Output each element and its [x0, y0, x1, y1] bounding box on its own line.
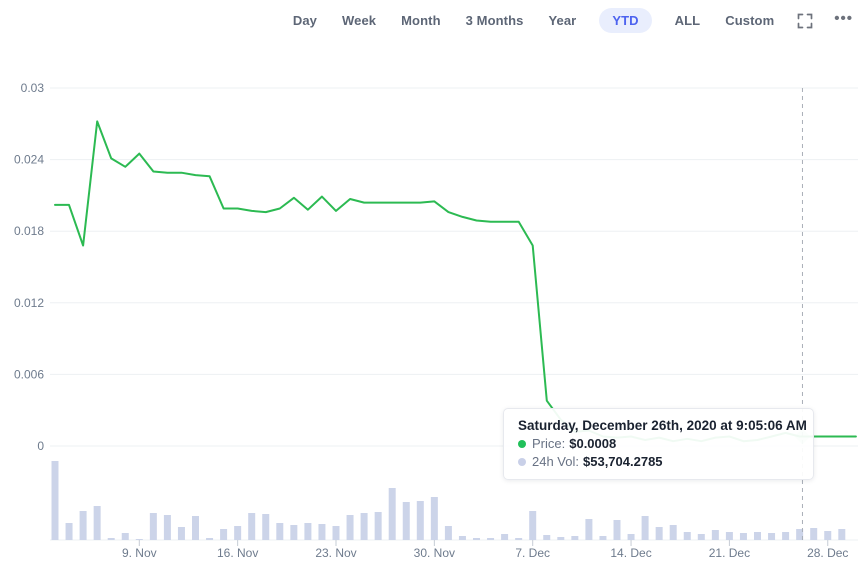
volume-bar	[149, 513, 157, 540]
more-options-icon[interactable]: •••	[834, 10, 853, 27]
x-axis-label: 14. Dec	[610, 546, 651, 560]
volume-bar	[711, 530, 719, 540]
range-button-all[interactable]: ALL	[674, 13, 701, 28]
volume-bar	[93, 506, 101, 540]
volume-bar	[782, 532, 790, 540]
volume-bar	[725, 532, 733, 540]
y-axis-label: 0.024	[14, 153, 44, 167]
range-button-ytd[interactable]: YTD	[599, 8, 652, 33]
volume-bar	[515, 538, 523, 540]
volume-bar	[346, 515, 354, 540]
volume-bar	[374, 512, 382, 540]
volume-bar	[360, 513, 368, 540]
volume-bar	[276, 523, 284, 540]
x-axis-label: 21. Dec	[709, 546, 750, 560]
chart-tooltip: Saturday, December 26th, 2020 at 9:05:06…	[503, 408, 814, 480]
tooltip-row-value: $53,704.2785	[583, 454, 663, 469]
y-axis-label: 0.012	[14, 296, 44, 310]
volume-bar	[388, 488, 396, 540]
x-axis-label: 16. Nov	[217, 546, 258, 560]
volume-bar	[135, 539, 143, 540]
range-button-custom[interactable]: Custom	[725, 13, 775, 28]
volume-bar	[430, 497, 438, 540]
volume-bar	[529, 511, 537, 540]
volume-bar	[318, 524, 326, 540]
volume-bar	[543, 535, 551, 540]
volume-bar	[796, 529, 804, 540]
series-dot-icon	[518, 439, 526, 448]
x-axis-label: 9. Nov	[122, 546, 157, 560]
tooltip-row-value: $0.0008	[569, 436, 617, 451]
volume-bar	[121, 533, 129, 540]
volume-bar	[220, 529, 228, 540]
volume-bar	[332, 526, 340, 540]
volume-bar	[754, 532, 761, 540]
volume-bar	[192, 516, 199, 540]
volume-bar	[627, 534, 635, 540]
price-line	[54, 120, 857, 443]
volume-bar	[585, 519, 593, 540]
volume-bar	[571, 536, 579, 540]
time-range-toolbar: Day Week Month 3 Months Year YTD ALL Custom •••	[291, 8, 853, 33]
volume-bar	[51, 461, 59, 540]
volume-bar	[838, 529, 846, 540]
volume-bar	[402, 502, 410, 540]
volume-bar	[177, 527, 185, 540]
volume-bar	[65, 523, 73, 540]
volume-bar	[697, 534, 705, 540]
volume-bar	[487, 538, 495, 540]
range-button-year[interactable]: Year	[548, 13, 577, 28]
range-button-week[interactable]: Week	[341, 13, 377, 28]
y-axis-label: 0.006	[14, 367, 44, 381]
x-axis-label: 23. Nov	[315, 546, 356, 560]
volume-bar	[669, 525, 677, 540]
x-axis-label: 7. Dec	[515, 546, 550, 560]
volume-bar	[290, 525, 298, 540]
volume-bar	[79, 511, 87, 540]
tooltip-row: 24h Vol: $53,704.2785	[518, 454, 799, 469]
volume-bar	[641, 516, 649, 540]
range-button-month[interactable]: Month	[401, 13, 441, 28]
tooltip-date: Saturday, December 26th, 2020 at 9:05:06…	[518, 418, 807, 433]
volume-bar	[206, 538, 214, 540]
range-button-day[interactable]: Day	[292, 13, 317, 28]
volume-bar	[163, 515, 171, 540]
volume-bar	[810, 528, 818, 540]
tooltip-row: Price: $0.0008	[518, 436, 799, 451]
volume-bar	[234, 526, 242, 540]
series-dot-icon	[518, 457, 526, 466]
volume-bar	[824, 531, 832, 540]
tooltip-row-label: Price:	[532, 436, 566, 451]
volume-bar	[248, 513, 256, 540]
x-axis-label: 28. Dec	[807, 546, 848, 560]
volume-bar	[444, 526, 452, 540]
volume-bar	[304, 523, 312, 540]
volume-bar	[655, 527, 663, 540]
y-axis-label: 0	[37, 439, 44, 453]
y-axis-label: 0.03	[21, 81, 45, 95]
tooltip-row-label: 24h Vol:	[532, 454, 579, 469]
volume-bar	[416, 501, 424, 540]
volume-bar	[107, 538, 115, 540]
y-axis-label: 0.018	[14, 224, 44, 238]
volume-bar	[557, 537, 565, 540]
volume-bar	[739, 533, 747, 540]
volume-bar	[613, 520, 621, 540]
volume-bar	[262, 514, 270, 540]
tooltip-rows: Price: $0.0008 24h Vol: $53,704.2785	[518, 436, 799, 469]
x-axis-label: 30. Nov	[414, 546, 455, 560]
volume-bar	[683, 532, 691, 540]
range-button-3-months[interactable]: 3 Months	[465, 13, 524, 28]
volume-bar	[599, 536, 607, 540]
volume-bar	[768, 533, 776, 540]
volume-bar	[473, 538, 480, 540]
volume-bar	[501, 534, 509, 540]
fullscreen-icon-glyph	[797, 13, 813, 28]
volume-bar	[458, 536, 466, 540]
range-buttons: Day Week Month 3 Months Year YTD ALL Custom	[291, 8, 776, 33]
fullscreen-icon[interactable]	[797, 13, 813, 29]
